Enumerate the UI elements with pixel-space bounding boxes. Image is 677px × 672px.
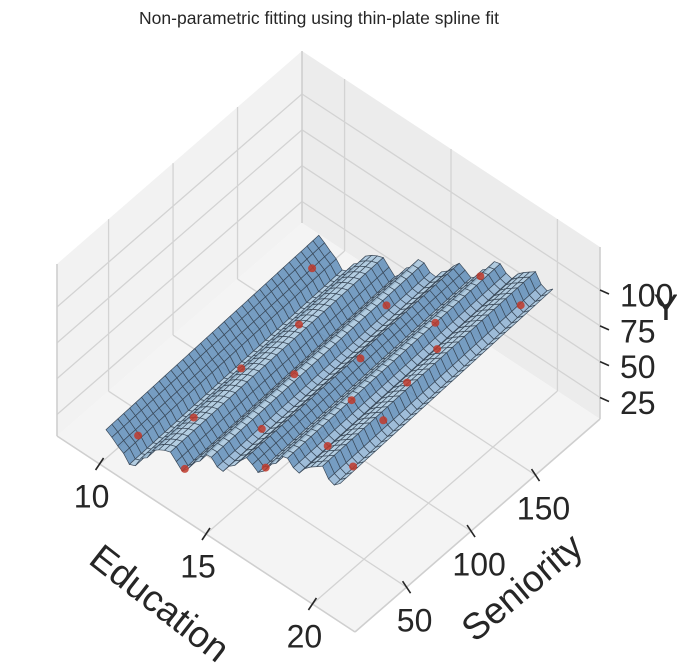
- data-point: [323, 442, 332, 450]
- data-point: [257, 424, 266, 433]
- tick-mark: [599, 325, 610, 331]
- data-point: [379, 416, 388, 425]
- data-point: [180, 464, 189, 473]
- data-point: [347, 396, 356, 405]
- grid-line: [312, 390, 558, 605]
- grid-line: [56, 201, 303, 415]
- data-point: [295, 320, 303, 329]
- tick-label: 75: [620, 313, 656, 349]
- data-point: [308, 264, 317, 273]
- data-point: [382, 301, 391, 310]
- fitted-surface: [105, 234, 554, 486]
- axis-edge: [354, 418, 601, 633]
- data-point: [237, 364, 246, 373]
- data-points: [134, 264, 525, 473]
- grid-line: [301, 129, 601, 327]
- surface-cell: [334, 477, 347, 486]
- data-point: [431, 318, 440, 327]
- tick-label: 25: [620, 385, 656, 421]
- tick-mark: [201, 527, 211, 541]
- tick-label: 50: [397, 603, 433, 639]
- grid-line: [301, 93, 601, 291]
- y-axis-label: Seniority: [454, 525, 591, 649]
- tick-mark: [599, 360, 610, 367]
- tick-label: 100: [620, 277, 673, 313]
- grid-line: [56, 129, 303, 344]
- tick-mark: [599, 289, 610, 295]
- data-point: [189, 413, 198, 422]
- tick-label: 100: [452, 547, 505, 583]
- tick-mark: [307, 597, 318, 611]
- tick-mark: [466, 524, 476, 538]
- grid-line: [56, 93, 303, 308]
- tick-mark: [94, 457, 105, 471]
- tick-mark: [530, 468, 541, 482]
- data-point: [516, 301, 525, 310]
- data-point: [290, 370, 299, 379]
- grid-line: [301, 165, 601, 363]
- data-point: [476, 272, 485, 281]
- tick-label: 10: [74, 478, 110, 514]
- grid-line: [56, 165, 303, 380]
- tick-mark: [401, 580, 412, 594]
- data-point: [356, 354, 365, 363]
- tick-label: 20: [287, 618, 323, 654]
- data-point: [349, 462, 358, 471]
- data-point: [433, 345, 442, 354]
- tick-label: 50: [620, 349, 656, 385]
- tick-label: 150: [517, 491, 570, 527]
- data-point: [261, 463, 270, 472]
- tick-label: 15: [180, 548, 216, 584]
- tick-mark: [599, 396, 610, 403]
- data-point: [403, 378, 412, 387]
- z-axis-label: Y: [654, 287, 677, 328]
- data-point: [134, 431, 143, 440]
- chart-title: Non-parametric fitting using thin-plate …: [139, 8, 499, 28]
